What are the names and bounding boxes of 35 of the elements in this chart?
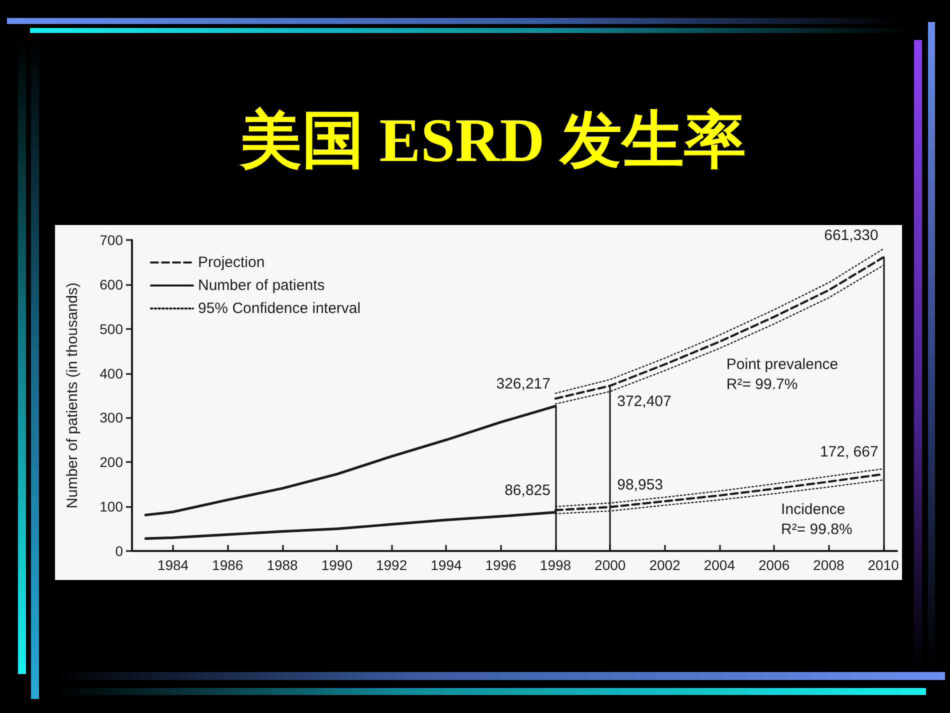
annotation: Point prevalence R²= 99.7%: [726, 356, 838, 393]
chart-title: 美国 ESRD 发生率: [238, 106, 748, 176]
x-tick-label: 1994: [430, 557, 462, 573]
x-tick-label: 2006: [758, 557, 790, 573]
annotation: 98,953: [617, 476, 664, 494]
x-tick-label: 1992: [376, 557, 408, 573]
annotation: Incidence R²= 99.8%: [781, 501, 852, 538]
legend-label: 95% Confidence interval: [198, 300, 361, 317]
x-tick-label: 2000: [594, 557, 626, 573]
annotation: 86,825: [504, 482, 550, 499]
x-tick-label: 1986: [212, 557, 244, 573]
y-tick-label: 200: [100, 454, 124, 470]
y-tick-label: 300: [100, 410, 124, 426]
legend-label: Number of patients: [198, 277, 325, 294]
x-tick-label: 1988: [266, 557, 298, 573]
annotation: 372,407: [617, 393, 672, 410]
legend-label: Projection: [198, 254, 265, 271]
y-axis-title: Number of patients (in thousands): [64, 282, 81, 508]
x-tick-label: 2010: [868, 557, 900, 573]
x-tick-label: 1998: [540, 557, 572, 573]
y-tick-label: 500: [100, 320, 124, 337]
x-tick-label: 1990: [321, 557, 353, 573]
y-tick-label: 700: [100, 232, 124, 248]
annotation: 172, 667: [820, 444, 878, 461]
x-tick-label: 2002: [649, 557, 681, 573]
y-tick-label: 0: [115, 543, 124, 559]
y-tick-label: 100: [100, 498, 124, 515]
x-tick-label: 1984: [157, 557, 189, 573]
x-tick-label: 2004: [704, 557, 736, 573]
y-tick-label: 600: [100, 276, 124, 292]
annotation: 326,217: [496, 376, 550, 393]
x-tick-label: 2008: [813, 557, 844, 573]
x-tick-label: 1996: [485, 557, 517, 573]
annotation: 661,330: [824, 226, 878, 244]
y-tick-label: 400: [100, 365, 124, 382]
